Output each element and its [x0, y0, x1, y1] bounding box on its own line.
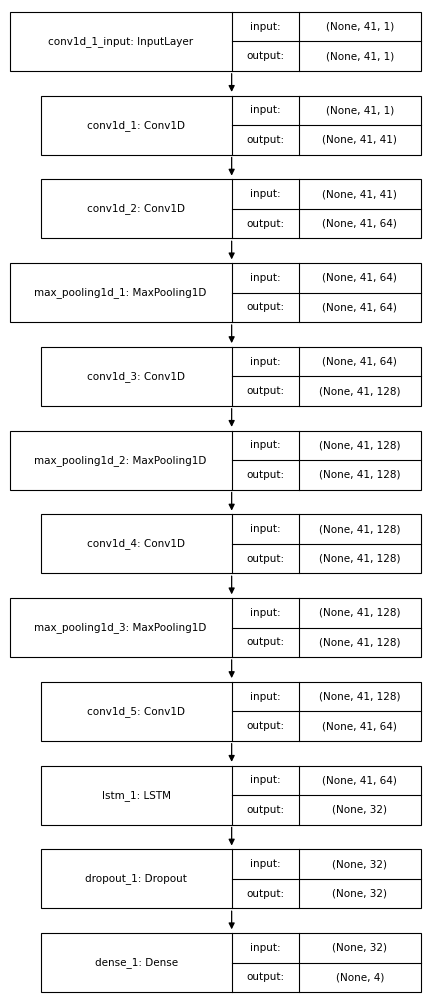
Text: dropout_1: Dropout: dropout_1: Dropout [85, 873, 187, 884]
Text: input:: input: [250, 608, 281, 618]
Bar [41, 179, 421, 238]
Text: (None, 32): (None, 32) [332, 859, 388, 869]
Bar [41, 682, 421, 741]
Text: output:: output: [246, 302, 284, 312]
Text: output:: output: [246, 554, 284, 564]
Text: (None, 41, 64): (None, 41, 64) [323, 273, 397, 283]
Text: (None, 41, 64): (None, 41, 64) [323, 357, 397, 367]
Text: output:: output: [246, 470, 284, 480]
Text: (None, 41, 1): (None, 41, 1) [326, 105, 394, 115]
Bar [41, 849, 421, 908]
Text: (None, 41, 128): (None, 41, 128) [319, 554, 401, 564]
Bar [10, 12, 421, 71]
Bar [10, 598, 421, 657]
Text: conv1d_1_input: InputLayer: conv1d_1_input: InputLayer [48, 36, 193, 47]
Text: (None, 41, 128): (None, 41, 128) [319, 692, 401, 702]
Text: input:: input: [250, 440, 281, 450]
Text: input:: input: [250, 105, 281, 115]
Text: output:: output: [246, 972, 284, 982]
Text: (None, 41, 64): (None, 41, 64) [323, 302, 397, 312]
Text: (None, 41, 128): (None, 41, 128) [319, 386, 401, 396]
Text: (None, 41, 64): (None, 41, 64) [323, 721, 397, 731]
Text: conv1d_3: Conv1D: conv1d_3: Conv1D [87, 371, 185, 382]
Text: input:: input: [250, 943, 281, 953]
Text: (None, 41, 41): (None, 41, 41) [323, 135, 397, 145]
Text: input:: input: [250, 859, 281, 869]
Text: output:: output: [246, 219, 284, 229]
Text: input:: input: [250, 189, 281, 199]
Text: (None, 41, 64): (None, 41, 64) [323, 219, 397, 229]
Text: output:: output: [246, 51, 284, 61]
Bar [41, 514, 421, 573]
Text: output:: output: [246, 721, 284, 731]
Bar [41, 96, 421, 155]
Text: dense_1: Dense: dense_1: Dense [95, 957, 178, 968]
Text: output:: output: [246, 386, 284, 396]
Text: output:: output: [246, 889, 284, 899]
Text: input:: input: [250, 692, 281, 702]
Bar [41, 347, 421, 406]
Text: (None, 41, 41): (None, 41, 41) [323, 189, 397, 199]
Text: (None, 41, 128): (None, 41, 128) [319, 440, 401, 450]
Text: input:: input: [250, 22, 281, 32]
Text: input:: input: [250, 524, 281, 534]
Text: (None, 41, 1): (None, 41, 1) [326, 22, 394, 32]
Text: lstm_1: LSTM: lstm_1: LSTM [102, 790, 171, 801]
Text: input:: input: [250, 273, 281, 283]
Text: (None, 41, 128): (None, 41, 128) [319, 608, 401, 618]
Text: (None, 32): (None, 32) [332, 805, 388, 815]
Bar [10, 431, 421, 490]
Text: conv1d_1: Conv1D: conv1d_1: Conv1D [87, 120, 185, 131]
Text: output:: output: [246, 805, 284, 815]
Text: output:: output: [246, 135, 284, 145]
Text: (None, 41, 128): (None, 41, 128) [319, 470, 401, 480]
Text: (None, 4): (None, 4) [336, 972, 384, 982]
Text: max_pooling1d_2: MaxPooling1D: max_pooling1d_2: MaxPooling1D [34, 455, 207, 466]
Text: input:: input: [250, 775, 281, 785]
Bar [41, 933, 421, 992]
Bar [41, 766, 421, 825]
Text: (None, 41, 128): (None, 41, 128) [319, 524, 401, 534]
Text: max_pooling1d_1: MaxPooling1D: max_pooling1d_1: MaxPooling1D [34, 287, 207, 298]
Text: conv1d_5: Conv1D: conv1d_5: Conv1D [87, 706, 185, 717]
Text: (None, 32): (None, 32) [332, 889, 388, 899]
Text: (None, 32): (None, 32) [332, 943, 388, 953]
Text: (None, 41, 128): (None, 41, 128) [319, 637, 401, 647]
Text: (None, 41, 1): (None, 41, 1) [326, 51, 394, 61]
Text: (None, 41, 64): (None, 41, 64) [323, 775, 397, 785]
Text: max_pooling1d_3: MaxPooling1D: max_pooling1d_3: MaxPooling1D [34, 622, 207, 633]
Bar [10, 263, 421, 322]
Text: output:: output: [246, 637, 284, 647]
Text: conv1d_2: Conv1D: conv1d_2: Conv1D [87, 203, 185, 214]
Text: input:: input: [250, 357, 281, 367]
Text: conv1d_4: Conv1D: conv1d_4: Conv1D [87, 538, 185, 549]
